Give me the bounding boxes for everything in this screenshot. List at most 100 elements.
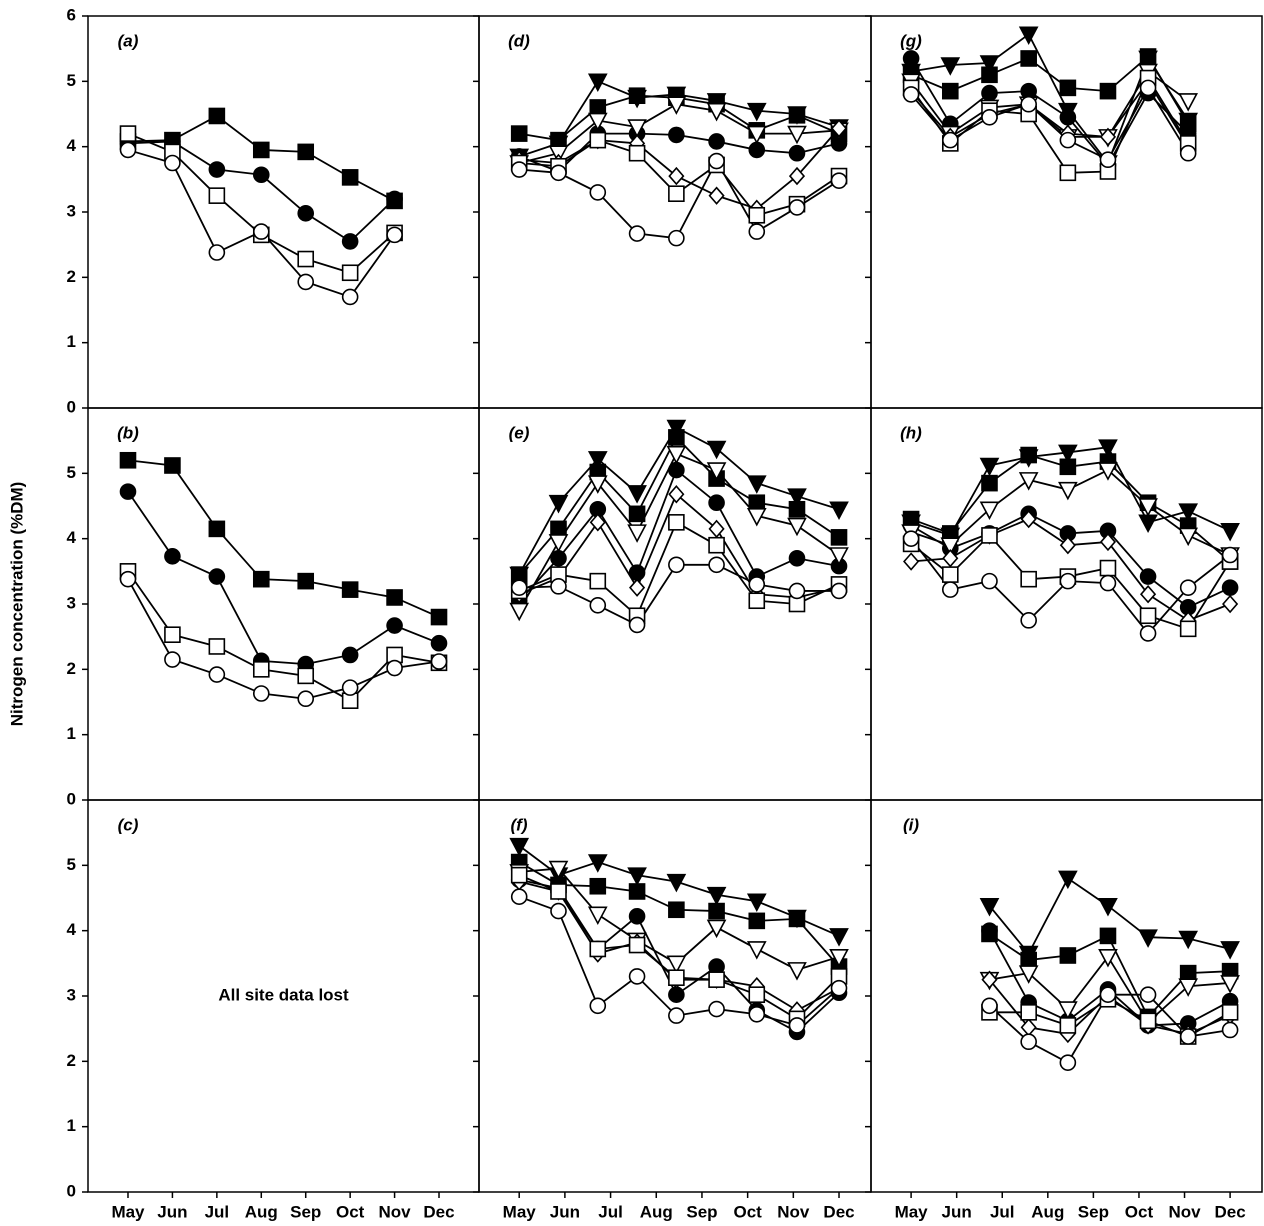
panel-label: (a) (118, 31, 139, 50)
marker (1098, 462, 1118, 481)
x-tick-label: May (111, 1202, 145, 1221)
marker (1138, 498, 1158, 517)
marker (981, 84, 998, 102)
marker (979, 501, 1000, 520)
marker (1059, 1054, 1077, 1071)
marker (510, 888, 528, 905)
marker (666, 96, 687, 115)
marker (1059, 572, 1077, 590)
marker (1059, 108, 1077, 126)
panel: 0 1 2 3 4 5 (b) Nitrogen concentration (%DM) (7, 407, 480, 808)
marker (297, 143, 315, 161)
marker (1059, 947, 1077, 964)
marker (1178, 503, 1199, 522)
marker (119, 141, 137, 159)
x-tick-label: Dec (423, 1202, 454, 1221)
marker (587, 112, 608, 132)
marker (589, 597, 607, 614)
marker (1018, 26, 1039, 45)
marker (942, 549, 959, 568)
marker (787, 962, 807, 981)
marker (829, 501, 849, 520)
marker (164, 548, 181, 565)
marker (666, 955, 687, 975)
marker (1179, 620, 1197, 638)
y-tick-label: 5 (67, 855, 76, 874)
marker (829, 948, 849, 968)
marker (1178, 978, 1199, 997)
marker (902, 86, 920, 103)
marker (208, 520, 226, 538)
marker (509, 602, 530, 622)
y-tick-label: 5 (67, 463, 76, 482)
marker (252, 685, 270, 702)
marker (668, 429, 685, 446)
panel-label: (d) (508, 31, 530, 50)
marker (341, 233, 359, 250)
marker (628, 968, 646, 985)
marker (208, 107, 226, 125)
marker (1099, 927, 1117, 945)
panel-label: (g) (900, 31, 922, 50)
y-tick-label: 0 (67, 1181, 76, 1200)
marker (510, 579, 528, 596)
marker (830, 529, 848, 546)
marker (788, 500, 806, 518)
x-tick-label: Sep (1078, 1202, 1109, 1221)
y-tick-label: 0 (67, 789, 76, 808)
marker (1059, 79, 1077, 97)
marker (788, 144, 806, 162)
marker (164, 154, 181, 172)
marker (1179, 579, 1197, 596)
marker (627, 524, 647, 543)
y-tick-label: 3 (67, 593, 76, 612)
marker (1179, 1028, 1197, 1045)
marker (1059, 164, 1077, 182)
marker (1178, 930, 1199, 950)
marker (386, 226, 403, 244)
marker (164, 651, 181, 668)
y-tick-label: 2 (67, 1051, 76, 1070)
marker (668, 229, 685, 247)
marker (550, 131, 567, 149)
marker (748, 576, 766, 593)
marker (297, 690, 315, 708)
marker (668, 166, 685, 186)
marker (1059, 458, 1077, 476)
marker (341, 679, 359, 696)
marker (666, 419, 687, 439)
x-tick-label: Jul (990, 1202, 1015, 1221)
marker (941, 581, 959, 598)
marker (510, 125, 528, 142)
marker (208, 244, 226, 261)
marker (981, 527, 998, 544)
marker (788, 199, 806, 216)
y-tick-label: 5 (67, 71, 76, 90)
x-tick-label: Jun (942, 1202, 972, 1221)
marker (628, 907, 646, 925)
marker (628, 225, 646, 242)
panel-label: (f) (511, 815, 528, 834)
marker (252, 166, 270, 184)
panel-frame (478, 15, 872, 409)
marker (1139, 625, 1157, 642)
marker (252, 141, 270, 159)
panel: (g) (865, 15, 1263, 409)
marker (788, 1017, 806, 1034)
marker (1139, 48, 1157, 65)
marker (708, 186, 725, 205)
marker (1020, 1033, 1037, 1051)
marker (1018, 965, 1039, 984)
marker (668, 126, 685, 144)
marker (589, 184, 607, 201)
marker (748, 912, 766, 930)
x-tick-label: Nov (1168, 1202, 1201, 1221)
marker (787, 488, 807, 507)
marker (1020, 446, 1037, 464)
marker (1098, 948, 1118, 968)
marker (1058, 481, 1078, 501)
marker (550, 883, 567, 900)
marker (550, 164, 567, 182)
y-tick-label: 2 (67, 659, 76, 678)
marker (1099, 574, 1117, 592)
